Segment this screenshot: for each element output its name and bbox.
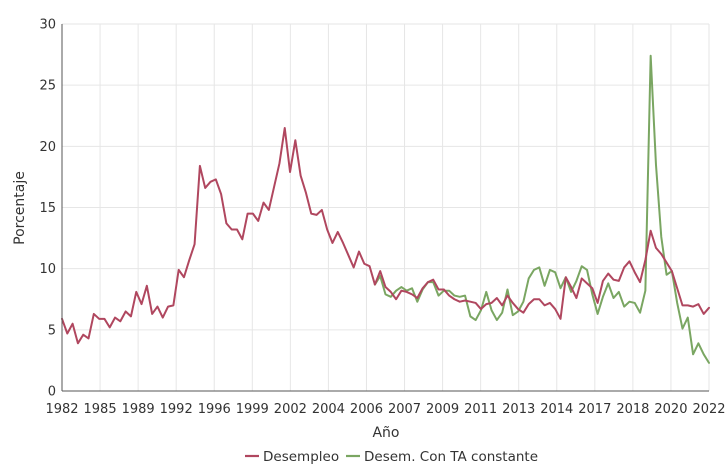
x-tick-label: 2007 <box>388 402 421 417</box>
x-axis-title: Año <box>372 425 399 441</box>
x-tick-label: 2014 <box>540 402 573 417</box>
x-tick-label: 1982 <box>45 402 78 417</box>
y-tick-label: 0 <box>48 385 56 400</box>
x-tick-label: 2020 <box>654 402 687 417</box>
y-axis-title: Porcentaje <box>12 171 28 245</box>
x-tick-label: 2011 <box>464 402 497 417</box>
legend-label-desempleo: Desempleo <box>263 449 339 465</box>
x-tick-labels: 1982 1985 1989 1992 1996 1999 2002 2004 2006 2007… <box>45 402 725 417</box>
y-tick-label: 30 <box>39 18 56 33</box>
x-tick-label: 2017 <box>578 402 611 417</box>
x-tick-label: 1996 <box>198 402 231 417</box>
axes <box>61 24 709 392</box>
series-line-desempleo <box>61 126 710 345</box>
x-tick-label: 2002 <box>274 402 307 417</box>
x-tick-label: 1989 <box>122 402 155 417</box>
x-tick-label: 2006 <box>350 402 383 417</box>
grid-lines <box>61 23 710 392</box>
x-tick-label: 2009 <box>426 402 459 417</box>
series-line-desem-ta-constante <box>373 54 710 364</box>
x-tick-label: 1999 <box>236 402 269 417</box>
y-tick-label: 5 <box>48 323 56 338</box>
x-tick-label: 1985 <box>84 402 117 417</box>
x-tick-label: 2022 <box>692 402 725 417</box>
legend-label-desem-ta-constante: Desem. Con TA constante <box>364 449 538 465</box>
y-tick-label: 15 <box>39 201 56 216</box>
y-tick-label: 10 <box>39 262 56 277</box>
y-tick-labels: 0 5 10 15 20 25 30 <box>39 18 56 400</box>
y-tick-label: 20 <box>39 140 56 155</box>
x-tick-label: 2013 <box>502 402 535 417</box>
x-tick-label: 2004 <box>312 402 345 417</box>
series-lines <box>61 54 710 364</box>
legend: Desempleo Desem. Con TA constante <box>245 449 538 465</box>
x-tick-label: 1992 <box>160 402 193 417</box>
y-tick-label: 25 <box>39 79 56 94</box>
x-tick-label: 2018 <box>616 402 649 417</box>
